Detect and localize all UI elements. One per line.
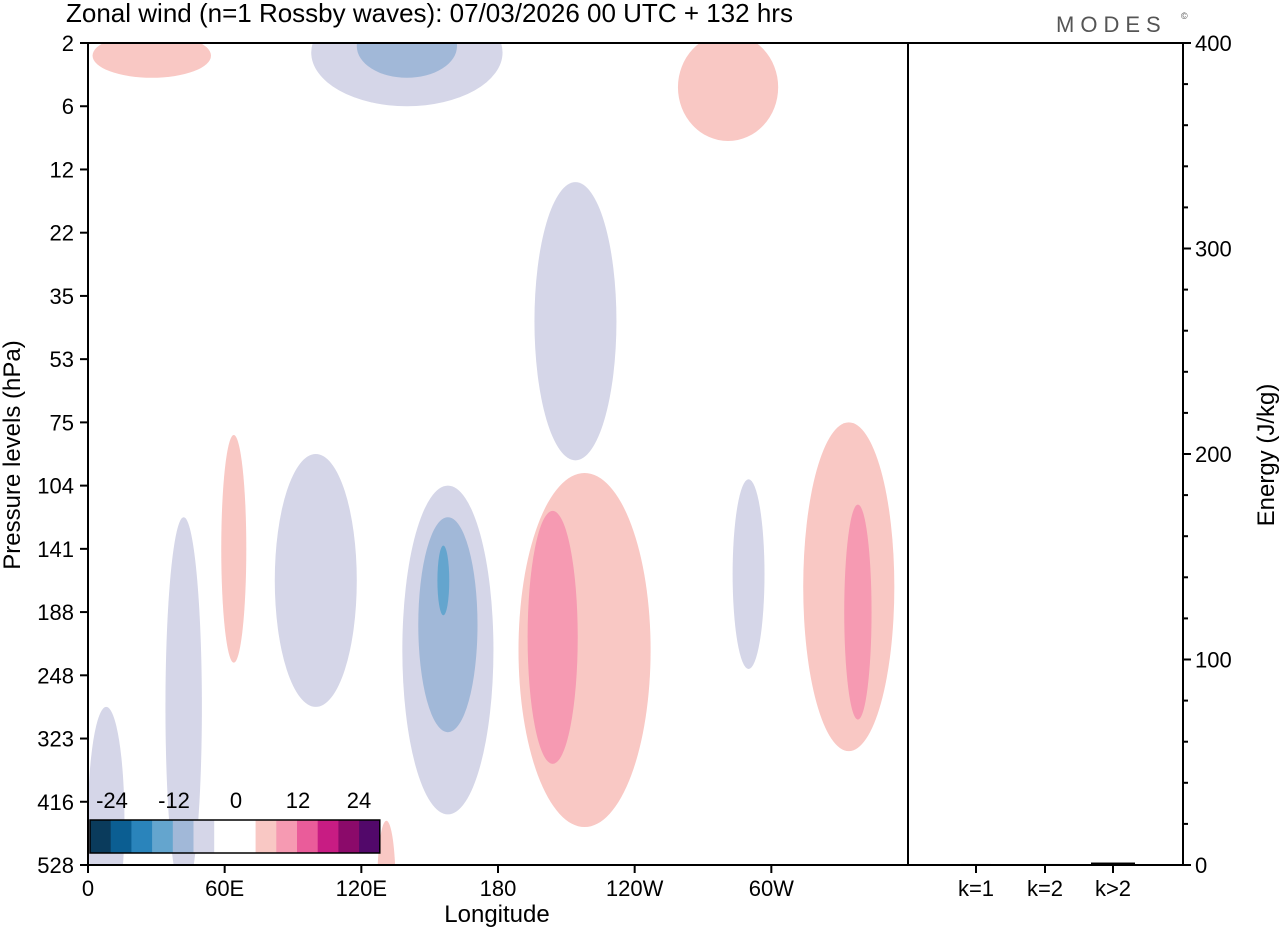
x-tick-label: 180	[480, 876, 517, 901]
colorbar-swatch	[131, 820, 153, 853]
contour-region-16	[527, 510, 578, 764]
contour-region-0	[165, 517, 202, 865]
y2-tick-label: 300	[1195, 237, 1232, 262]
y2-axis-label: Energy (J/kg)	[1253, 384, 1280, 527]
contour-region-9	[437, 545, 450, 616]
contour-region-17	[844, 504, 872, 720]
y-tick-label: 248	[37, 663, 74, 688]
y-tick-label: 528	[37, 853, 74, 878]
contour-region-14	[92, 43, 211, 78]
y-tick-label: 104	[37, 474, 74, 499]
contour-region-2	[274, 454, 357, 707]
y-tick-label: 323	[37, 727, 74, 752]
energy-bar	[1030, 863, 1060, 865]
y-tick-label: 75	[50, 410, 74, 435]
y-tick-label: 141	[37, 537, 74, 562]
contour-region-5	[732, 479, 765, 669]
y-tick-label: 53	[50, 347, 74, 372]
contour-region-15	[677, 43, 779, 141]
x-tick-label: 0	[82, 876, 94, 901]
category-tick-label: k>2	[1095, 876, 1131, 901]
y-tick-label: 188	[37, 600, 74, 625]
y-axis-label: Pressure levels (hPa)	[0, 340, 26, 569]
y2-tick-label: 100	[1195, 648, 1232, 673]
plot-frame	[87, 42, 909, 866]
colorbar-swatch	[255, 820, 277, 853]
category-tick-label: k=1	[958, 876, 994, 901]
colorbar-swatch	[214, 820, 236, 853]
y2-tick-label: 400	[1195, 31, 1232, 56]
colorbar-swatch	[338, 820, 360, 853]
contour-region-4	[534, 182, 617, 461]
colorbar-swatch	[234, 820, 257, 853]
contour-region-7	[418, 517, 478, 733]
chart-title: Zonal wind (n=1 Rossby waves): 07/03/202…	[66, 0, 793, 28]
brand-label: MODES	[1056, 12, 1167, 37]
x-tick-label: 120E	[336, 876, 387, 901]
energy-axis-ticks: 400 300 200 100 0	[1183, 31, 1232, 878]
colorbar-label: -12	[158, 788, 190, 813]
energy-bar	[961, 863, 991, 865]
y-tick-label: 12	[50, 157, 74, 182]
colorbar-label: 24	[347, 788, 371, 813]
colorbar-swatch	[297, 820, 319, 853]
modes-logo: MODES ©	[1056, 11, 1188, 37]
colorbar-label: 12	[286, 788, 310, 813]
colorbar: -24 -12 0 12 24	[89, 788, 381, 854]
y2-tick-label: 0	[1195, 853, 1207, 878]
x-tick-label: 60W	[749, 876, 794, 901]
energy-bars	[961, 862, 1135, 865]
colorbar-swatch	[90, 820, 112, 853]
y-tick-label: 35	[50, 284, 74, 309]
colorbar-label: 0	[230, 788, 242, 813]
y-tick-label: 2	[62, 31, 74, 56]
wavenumber-ticks: k=1 k=2 k>2	[958, 865, 1131, 901]
brand-mark: ©	[1181, 11, 1188, 21]
colorbar-swatch	[193, 820, 215, 853]
colorbar-frame	[89, 819, 381, 854]
contour-region-8	[356, 43, 457, 78]
energy-bar	[1091, 862, 1135, 865]
y2-tick-label: 200	[1195, 442, 1232, 467]
longitude-axis-ticks: 0 60E 120E 180 120W 60W	[82, 865, 794, 901]
colorbar-label: -24	[96, 788, 128, 813]
colorbar-swatch	[110, 820, 132, 853]
x-tick-label: 120W	[606, 876, 664, 901]
x-axis-label: Longitude	[444, 901, 549, 928]
contour-region-13	[377, 820, 396, 865]
x-tick-label: 60E	[205, 876, 244, 901]
contour-region-10	[221, 435, 247, 663]
pressure-axis-ticks: 2 6 12 22 35 53 75 104 141 188 248 323 416 528	[37, 31, 88, 878]
y-tick-label: 416	[37, 790, 74, 815]
colorbar-swatch	[152, 820, 174, 853]
colorbar-swatch	[359, 820, 381, 853]
contour-layer	[88, 43, 895, 865]
y-tick-label: 6	[62, 94, 74, 119]
colorbar-swatch	[276, 820, 298, 853]
colorbar-swatch	[172, 820, 194, 853]
y-tick-label: 22	[50, 221, 74, 246]
category-tick-label: k=2	[1027, 876, 1063, 901]
colorbar-swatch	[317, 820, 339, 853]
